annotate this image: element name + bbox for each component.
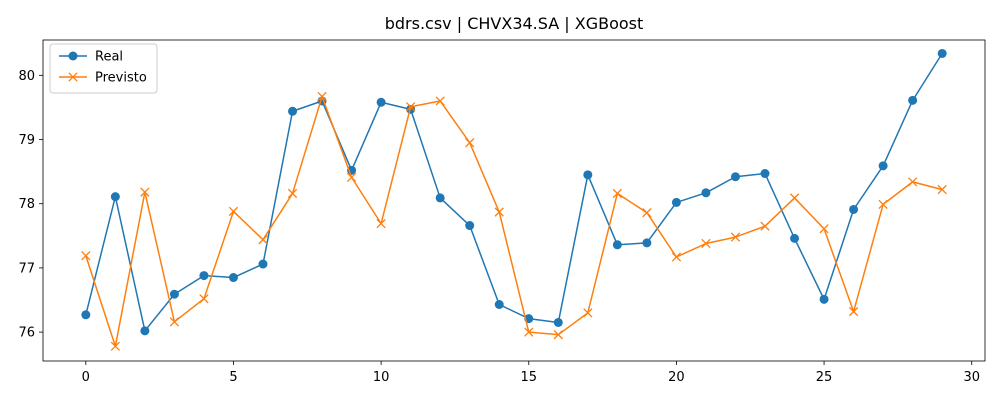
data-point	[81, 310, 91, 320]
data-point	[524, 327, 534, 337]
data-point	[701, 238, 711, 249]
data-point	[81, 251, 91, 261]
data-point	[494, 300, 504, 310]
data-point	[760, 169, 770, 179]
legend-marker	[68, 51, 78, 61]
x-tick-label: 15	[520, 370, 537, 385]
data-point	[583, 308, 593, 318]
data-point	[435, 96, 445, 106]
legend-label: Real	[95, 50, 123, 65]
y-tick-label: 77	[18, 261, 35, 276]
x-tick-label: 10	[373, 370, 390, 385]
data-point	[553, 330, 563, 340]
data-point	[317, 91, 327, 102]
data-point	[730, 172, 740, 182]
data-point	[553, 317, 563, 327]
y-tick-label: 79	[18, 133, 35, 148]
data-point	[730, 232, 741, 242]
plot-area	[81, 48, 947, 351]
y-tick-label: 78	[18, 197, 35, 212]
series-real	[81, 48, 947, 336]
x-tick-label: 25	[816, 370, 833, 385]
series-previsto	[81, 91, 947, 351]
data-point	[199, 271, 209, 281]
data-point	[169, 289, 179, 299]
data-point	[288, 106, 298, 116]
data-point	[642, 208, 652, 218]
data-point	[228, 206, 239, 217]
data-point	[937, 48, 947, 58]
x-tick-label: 30	[963, 370, 980, 385]
data-point	[140, 187, 150, 197]
data-point	[346, 172, 357, 183]
y-tick-label: 76	[18, 326, 35, 341]
data-point	[849, 204, 859, 214]
series-line-real	[85, 53, 943, 332]
data-point	[199, 294, 209, 304]
y-tick-label: 80	[18, 69, 35, 84]
data-point	[878, 161, 888, 171]
data-point	[169, 317, 180, 327]
data-point	[465, 138, 475, 148]
x-tick-label: 5	[229, 370, 237, 385]
data-point	[937, 184, 947, 195]
x-tick-label: 20	[668, 370, 685, 385]
data-point	[819, 294, 829, 304]
data-point	[642, 238, 652, 248]
data-point	[612, 188, 623, 199]
data-point	[376, 97, 386, 107]
data-point	[287, 188, 298, 199]
data-point	[789, 193, 800, 203]
legend-label: Previsto	[95, 71, 147, 86]
data-point	[583, 170, 593, 180]
series-line-previsto	[85, 95, 943, 347]
data-point	[110, 341, 121, 351]
data-point	[848, 306, 859, 317]
data-point	[701, 188, 711, 198]
data-point	[258, 259, 268, 269]
legend-marker	[68, 72, 78, 82]
data-point	[465, 221, 475, 231]
data-point	[760, 221, 770, 231]
data-point	[819, 224, 829, 234]
data-point	[376, 218, 386, 229]
data-point	[110, 192, 120, 202]
plot-frame	[42, 39, 986, 362]
data-point	[405, 102, 416, 112]
legend: Real Previsto	[49, 43, 158, 94]
data-point	[494, 207, 504, 217]
data-point	[790, 233, 800, 243]
data-point	[908, 95, 918, 105]
chart-title: bdrs.csv | CHVX34.SA | XGBoost	[385, 14, 644, 33]
data-point	[878, 199, 888, 210]
x-tick-label: 0	[82, 370, 90, 385]
data-point	[907, 177, 918, 187]
data-point	[228, 273, 238, 283]
data-point	[671, 252, 682, 262]
data-point	[435, 193, 445, 203]
data-point	[612, 240, 622, 250]
axes: 0 5 10 15 20 25 30 76 77 78 79 80	[18, 39, 986, 385]
data-point	[258, 235, 268, 245]
data-point	[140, 326, 150, 336]
data-point	[671, 197, 681, 207]
